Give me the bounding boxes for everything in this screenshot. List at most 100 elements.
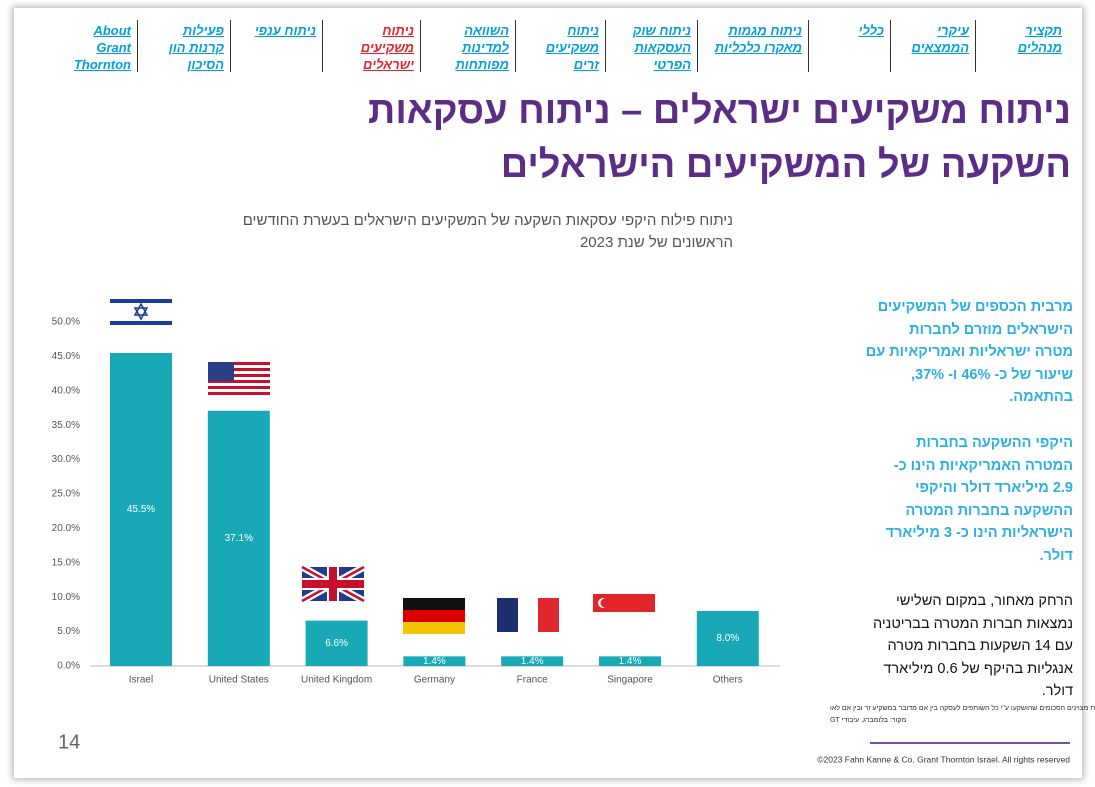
nav-link[interactable]: השוואה למדינות מפותחות <box>455 22 509 73</box>
text-line: המטרה האמריקאיות הינו כ- <box>893 457 1073 474</box>
nav-link[interactable]: פעילות קרנות הון הסיכון <box>169 22 224 73</box>
text-line: הישראלים מוזרם לחברות <box>909 321 1073 338</box>
nav-link-line[interactable]: הסיכון <box>187 57 224 72</box>
nav-link-line[interactable]: משקיעים <box>545 40 599 55</box>
text-line: 2.9 מיליארד דולר והיקפי <box>915 480 1073 496</box>
nav-link[interactable]: ניתוח שוק העסקאות הפרטי <box>633 22 691 73</box>
nav-link-line[interactable]: ניתוח <box>567 23 599 38</box>
text-paragraph: היקפי ההשקעה בחברות המטרה האמריקאיות הינו… <box>886 432 1073 567</box>
nav-link[interactable]: כללי <box>858 22 884 39</box>
y-tick-label: 40.0% <box>52 385 80 396</box>
nav-separator <box>137 20 138 72</box>
value-label: 1.4% <box>423 656 446 667</box>
text-line: בהתאמה. <box>1009 389 1073 405</box>
nav-link-line[interactable]: ישראלים <box>363 57 414 72</box>
text-line: נמצאות חברות המטרה בבריטניה <box>873 615 1073 632</box>
x-tick-label: Germany <box>414 675 455 686</box>
flag-israel <box>110 297 172 327</box>
y-tick-label: 15.0% <box>52 557 80 568</box>
y-tick-label: 5.0% <box>57 626 80 637</box>
text-line: היקפי ההשקעה בחברות <box>916 435 1073 451</box>
text-line: עם 14 השקעות בחברות מטרה <box>887 638 1073 654</box>
y-tick-label: 35.0% <box>52 420 80 431</box>
nav-link-line[interactable]: מפותחות <box>455 57 509 72</box>
nav-link-line[interactable]: קרנות הון <box>168 40 224 55</box>
value-label: 1.4% <box>619 656 642 667</box>
nav-link-line[interactable]: תקציר <box>1025 23 1062 38</box>
bar <box>599 656 661 666</box>
flag-us <box>208 362 270 398</box>
nav-link-line[interactable]: ניתוח שוק <box>632 23 691 38</box>
flag-singapore <box>593 594 655 612</box>
nav-link-line[interactable]: כללי <box>858 23 884 38</box>
x-tick-label: United Kingdom <box>301 675 372 686</box>
y-tick-label: 0.0% <box>57 661 80 672</box>
nav-link-line[interactable]: Grant <box>96 40 131 55</box>
y-tick-label: 50.0% <box>52 317 80 328</box>
footnote: יצוין כי בעסקאות משותפות מצוינים הסכומים… <box>830 704 1095 712</box>
nav-link-line[interactable]: הממצאים <box>911 40 969 55</box>
value-label: 6.6% <box>325 638 348 649</box>
bar <box>110 352 172 666</box>
chart-subtitle: ניתוח פילוח היקפי עסקאות השקעה של המשקיע… <box>242 212 733 229</box>
nav-link-line[interactable]: About <box>93 23 131 38</box>
y-tick-label: 20.0% <box>52 523 80 534</box>
nav-link[interactable]: עיקרי הממצאים <box>912 22 969 56</box>
x-tick-label: Israel <box>129 675 153 686</box>
nav-link-line[interactable]: ניתוח ענפי <box>254 23 316 38</box>
text-line: שיעור של כ- 46% ו- 37%, <box>910 366 1073 383</box>
nav-link-line[interactable]: העסקאות <box>634 40 691 55</box>
x-tick-label: Singapore <box>607 675 653 686</box>
nav-link-line[interactable]: ניתוח <box>382 23 414 38</box>
nav-link-line[interactable]: עיקרי <box>937 23 969 38</box>
y-tick-label: 45.0% <box>52 351 80 362</box>
y-tick-label: 30.0% <box>52 454 80 465</box>
nav-link[interactable]: ניתוח משקיעים זרים <box>546 22 599 73</box>
flag-france <box>497 598 559 632</box>
x-tick-label: France <box>517 675 549 686</box>
nav-link[interactable]: ניתוח משקיעים ישראלים <box>361 22 414 73</box>
nav-link[interactable]: ניתוח מגמות מאקרו כלכליות <box>715 22 802 56</box>
nav-separator <box>697 20 698 72</box>
nav-link-line[interactable]: משקיעים <box>360 40 414 55</box>
nav-link[interactable]: ניתוח ענפי <box>255 22 316 39</box>
nav-separator <box>420 20 421 72</box>
nav-link-line[interactable]: פעילות <box>182 23 224 38</box>
chart-subtitle: הראשונים של שנת 2023 <box>579 234 733 251</box>
text-line: הרחק מאחור, במקום השלישי <box>895 593 1073 609</box>
value-label: 1.4% <box>521 656 544 667</box>
bar <box>305 620 368 666</box>
nav-separator <box>322 20 323 72</box>
nav-separator <box>230 20 231 72</box>
text-line: מרבית הכספים של המשקיעים <box>877 299 1073 315</box>
nav-link-line[interactable]: השוואה <box>464 23 509 38</box>
flag-uk <box>300 563 366 605</box>
nav-link-line[interactable]: למדינות <box>462 40 509 55</box>
bar <box>403 656 466 666</box>
nav-link-line[interactable]: מנהלים <box>1017 40 1062 55</box>
flag-germany <box>403 598 465 634</box>
text-line: ההשקעה בחברות המטרה <box>905 502 1073 519</box>
nav-separator <box>890 20 891 72</box>
nav-link-line[interactable]: Thornton <box>73 57 131 72</box>
nav-link-line[interactable]: ניתוח מגמות <box>728 23 802 38</box>
nav-link[interactable]: תקציר מנהלים <box>1018 22 1062 56</box>
nav-separator <box>808 20 809 72</box>
text-line: דולר. <box>1041 683 1073 699</box>
nav-link[interactable]: About Grant Thornton <box>74 22 131 73</box>
page-number: 14 <box>58 731 80 753</box>
bar <box>696 610 759 666</box>
nav-link-line[interactable]: זרים <box>573 57 599 72</box>
nav-link-line[interactable]: הפרטי <box>653 57 691 72</box>
value-label: 8.0% <box>716 633 739 644</box>
text-line: אנגליות בהיקף של 0.6 מיליארד <box>883 660 1073 677</box>
text-line: מטרה ישראליות ואמריקאיות עם <box>865 344 1073 360</box>
nav-separator <box>975 20 976 72</box>
nav-separator <box>515 20 516 72</box>
slide-title: השקעה של המשקיעים הישראלים <box>500 144 1071 186</box>
nav-link-line[interactable]: מאקרו כלכליות <box>714 40 802 55</box>
value-label: 37.1% <box>225 533 253 544</box>
x-tick-label: Others <box>713 675 743 686</box>
